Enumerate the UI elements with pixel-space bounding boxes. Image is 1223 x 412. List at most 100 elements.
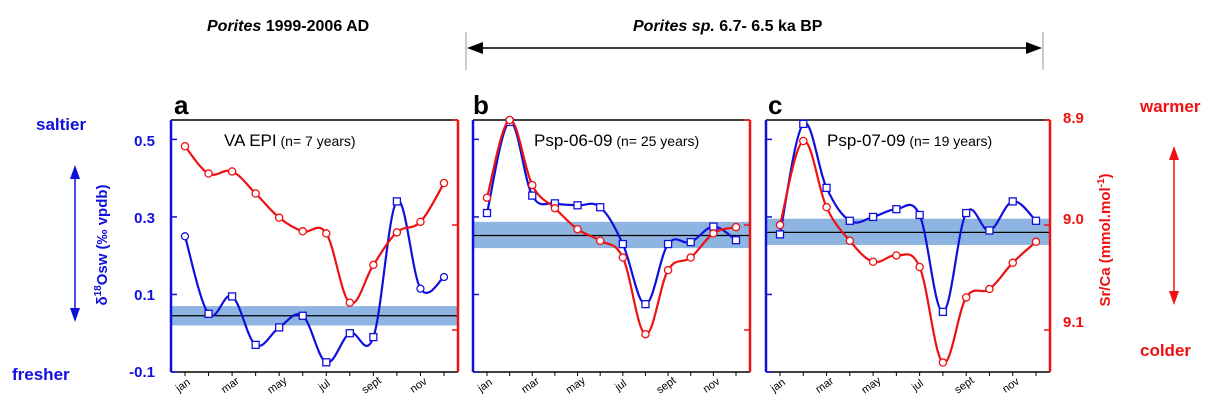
srca-point (505, 115, 514, 125)
srca-point (416, 217, 425, 227)
x-tick-label: nov (408, 375, 430, 395)
x-tick-label: jul (316, 377, 333, 394)
left-tick-label: -0.1 (129, 364, 155, 381)
srca-point (298, 227, 307, 236)
panel-a: jan mar may jul sept nov a VA EPI (n= 7 years) (169, 90, 460, 397)
srca-point (322, 229, 331, 238)
left-tick-label: 0.1 (134, 287, 155, 304)
srca-point (985, 284, 994, 294)
label-colder: colder (1140, 341, 1191, 360)
d18o-point (686, 237, 695, 247)
srca-point (845, 236, 855, 245)
right-tick-label: 9.0 (1063, 211, 1084, 228)
period-arrow (465, 32, 1044, 70)
srca-point (915, 262, 924, 272)
left-tick-label: 0.3 (134, 210, 155, 227)
srca-point (1008, 258, 1017, 268)
left-axis-title: δ18Osw (‰ vpdb) (93, 184, 111, 305)
header-right: Porites sp. 6.7- 6.5 ka BP (633, 18, 823, 35)
srca-series-line (184, 145, 445, 305)
d18o-point (596, 203, 605, 212)
srca-point (799, 136, 808, 146)
srca-point (686, 253, 695, 262)
srca-point (345, 298, 355, 307)
d18o-point (369, 332, 378, 342)
d18o-point (482, 208, 492, 218)
srca-point (439, 178, 449, 188)
d18o-point (528, 191, 537, 200)
srca-point (731, 222, 741, 232)
panel-title: Psp-06-09 (n= 25 years) (534, 131, 699, 150)
srca-point (482, 193, 492, 202)
panel-letter: a (174, 90, 189, 120)
srca-point (663, 265, 673, 275)
d18o-point (822, 183, 831, 192)
srca-point (369, 260, 378, 270)
d18o-point (1031, 216, 1041, 225)
panel-title: Psp-07-09 (n= 19 years) (827, 131, 992, 150)
d18o-point (962, 208, 971, 218)
d18o-point (799, 119, 808, 129)
d18o-point (251, 340, 260, 350)
d18o-point (915, 210, 924, 220)
d18o-series-line (778, 122, 1037, 314)
d18o-point (204, 309, 213, 318)
d18o-point (439, 272, 449, 282)
d18o-point (938, 307, 948, 317)
d18o-point (709, 222, 718, 231)
d18o-point (345, 329, 354, 338)
right-tick-label: 8.9 (1063, 110, 1084, 127)
srca-point (573, 224, 582, 234)
left-axis-tick-labels: 0.5 0.3 0.1 -0.1 (129, 133, 155, 381)
d18o-point (227, 292, 237, 301)
d18o-point (731, 236, 741, 245)
srca-point (227, 167, 237, 176)
panel-letter: b (473, 90, 489, 120)
x-tick-label: jul (909, 377, 926, 394)
srca-point (618, 253, 628, 262)
panel-b: jan mar may jul sept nov b Psp-06-09 (n= 25 yea… (471, 90, 752, 397)
x-tick-label: sept (654, 375, 678, 397)
srca-point (822, 202, 831, 212)
x-tick-label: nov (1000, 375, 1022, 395)
d18o-series-line (183, 200, 445, 364)
d18o-point (1008, 197, 1017, 206)
panel-c: jan mar may jul sept nov c Psp-07-09 (n= 19 yea… (764, 90, 1052, 396)
panels: jan mar may jul sept nov a VA EPI (n= 7 years) j… (169, 90, 1052, 397)
srca-point (892, 251, 901, 260)
d18o-point (275, 323, 284, 332)
right-axis-tick-labels: 8.9 9.0 9.1 (1063, 110, 1084, 331)
right-tick-label: 9.1 (1063, 314, 1084, 331)
d18o-point (845, 216, 854, 225)
srca-point (709, 229, 718, 238)
x-tick-label: may (564, 374, 588, 396)
panel-letter: c (768, 90, 782, 120)
x-tick-label: jan (173, 376, 193, 395)
srca-point (1031, 237, 1041, 247)
srca-point (550, 203, 560, 213)
x-tick-label: jan (475, 376, 495, 395)
left-tick-label: 0.5 (134, 133, 155, 150)
d18o-point (775, 230, 785, 239)
right-axis-title: Sr/Ca (mmol.mol-1) (1096, 173, 1114, 306)
srca-point (251, 189, 260, 198)
srca-point (938, 358, 948, 367)
x-tick-label: mar (814, 375, 837, 396)
x-tick-label: sept (360, 375, 384, 397)
d18o-point (416, 284, 425, 293)
d18o-point (322, 358, 331, 367)
srca-point (595, 236, 605, 245)
x-tick-label: may (859, 374, 883, 396)
x-tick-label: mar (219, 375, 242, 396)
panel-title: VA EPI (n= 7 years) (224, 131, 356, 150)
x-tick-label: jan (768, 376, 788, 395)
salinity-arrow (70, 165, 80, 322)
srca-point (204, 169, 213, 178)
d18o-point (892, 205, 901, 214)
d18o-point (180, 232, 190, 241)
d18o-point (392, 197, 402, 206)
srca-point (868, 257, 878, 266)
temperature-arrow (1169, 146, 1179, 305)
srca-point (961, 293, 971, 302)
